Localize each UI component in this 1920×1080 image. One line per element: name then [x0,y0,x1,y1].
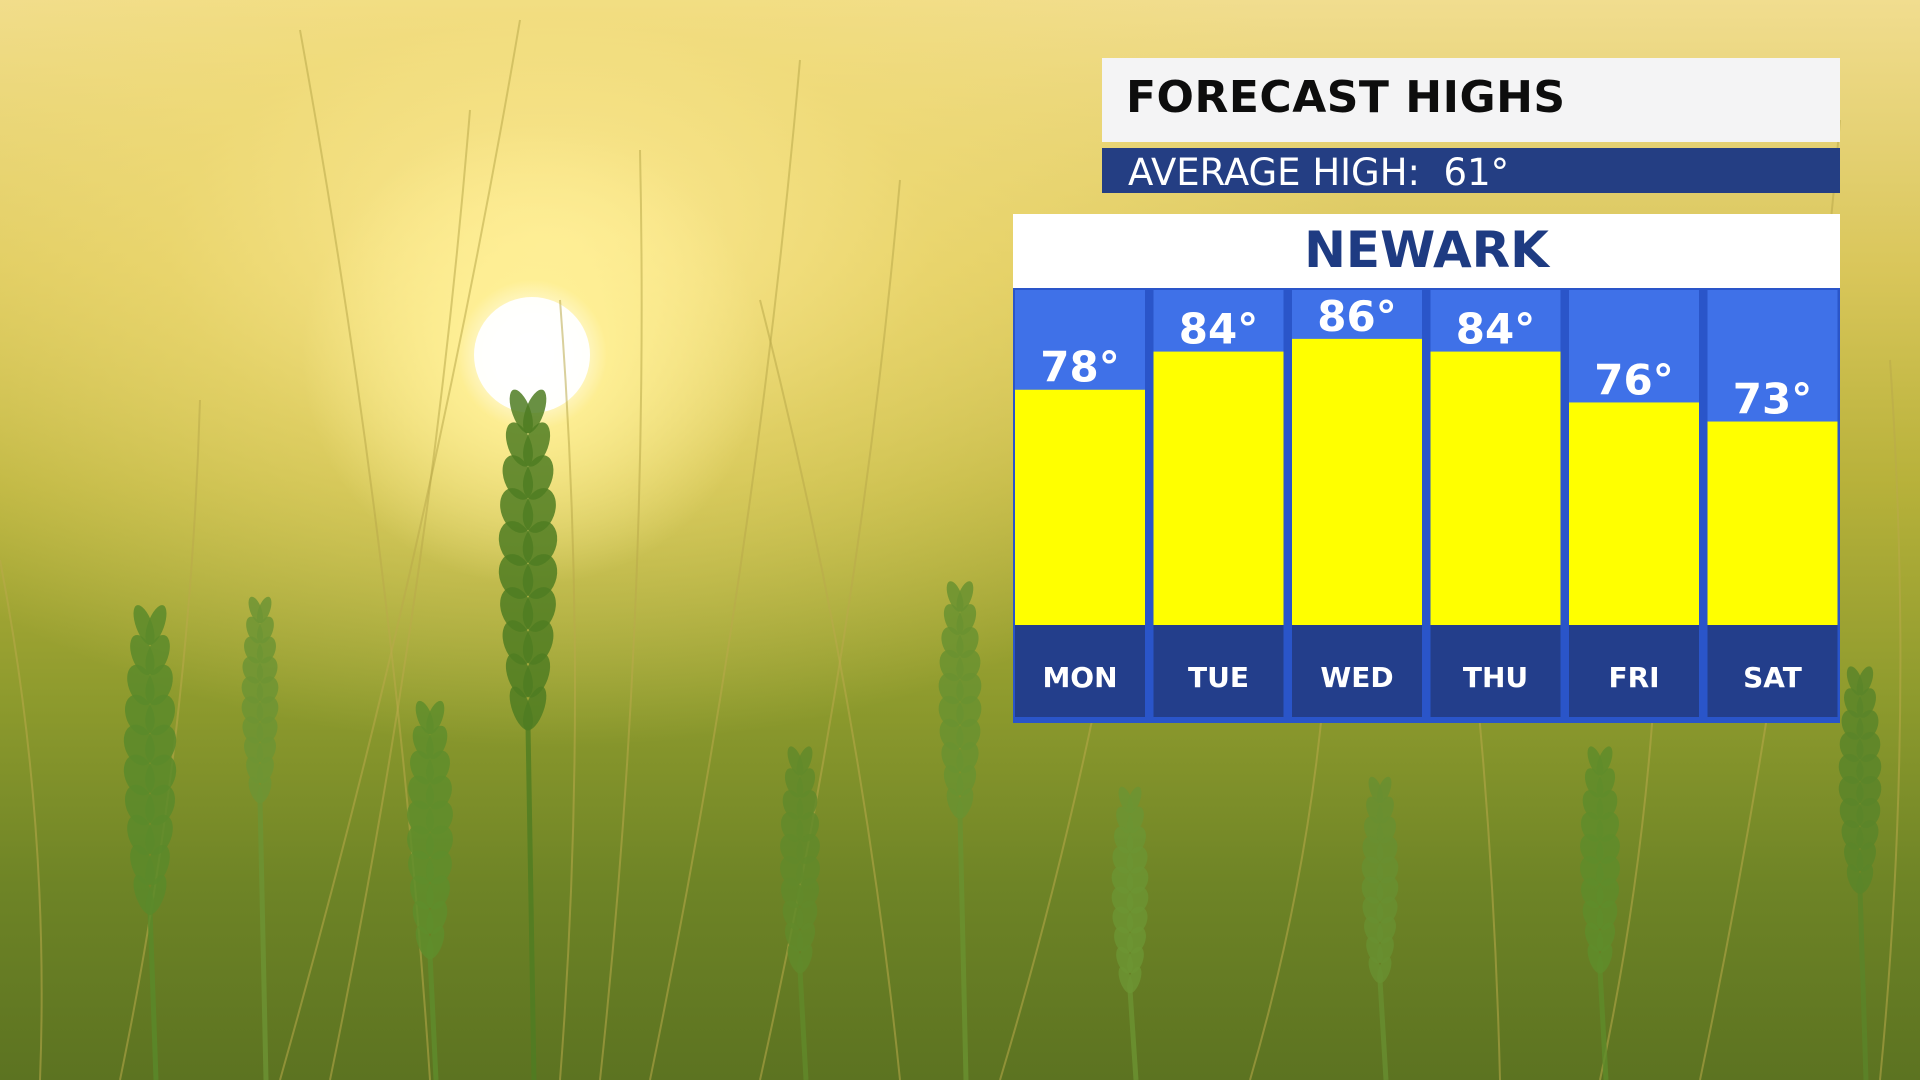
day-label-bg-sat [1707,625,1838,717]
value-label-fri: 76° [1594,355,1673,404]
day-label-bg-fri [1569,625,1699,717]
bar-fri [1569,402,1699,625]
forecast-title-panel: FORECAST HIGHS [1102,58,1840,142]
value-label-tue: 84° [1179,305,1258,354]
day-label-bg-thu [1430,625,1561,717]
value-label-wed: 86° [1317,292,1396,341]
chart-frame [1013,288,1840,723]
day-label-bg-mon [1015,625,1145,717]
day-label-wed: WED [1320,661,1393,694]
day-label-fri: FRI [1608,661,1659,694]
average-high-bar: AVERAGE HIGH: 61° [1102,148,1840,194]
bar-thu [1430,351,1561,625]
average-high-label: AVERAGE HIGH: 61° [1128,151,1510,194]
value-label-sat: 73° [1733,375,1812,424]
forecast-title: FORECAST HIGHS [1126,72,1566,123]
day-label-tue: TUE [1188,661,1249,694]
day-label-bg-wed [1292,625,1422,717]
city-name: NEWARK [1304,221,1549,279]
bar-sat [1707,421,1838,625]
value-label-mon: 78° [1040,343,1119,392]
day-label-mon: MON [1042,661,1117,694]
day-label-sat: SAT [1743,661,1802,694]
value-label-thu: 84° [1456,305,1535,354]
city-header: NEWARK [1013,214,1840,288]
bar-wed [1292,338,1422,625]
forecast-chart-panel: NEWARK 78° MON 84° TUE 86° WED 84° THU 76° FRI 73°… [1013,214,1840,723]
day-label-bg-tue [1153,625,1284,717]
bar-tue [1153,351,1284,625]
day-label-thu: THU [1463,661,1528,694]
bar-mon [1015,389,1145,625]
forecast-bar-chart: 78° MON 84° TUE 86° WED 84° THU 76° FRI 73° SAT [1013,288,1840,723]
